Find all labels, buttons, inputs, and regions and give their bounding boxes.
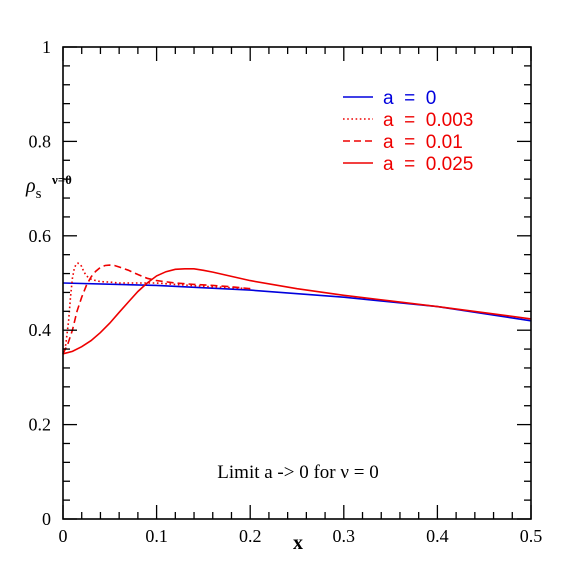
- tick-labels: 0 0.1 0.2 0.3 0.4 0.5 0 0.2 0.4 0.6 0.8 1: [29, 37, 543, 546]
- x-tick-label: 0: [59, 526, 68, 546]
- x-tick-label: 0.4: [426, 526, 449, 546]
- plot-frame: [62, 46, 532, 520]
- y-tick-label: 0: [42, 509, 51, 529]
- legend-label-2: a = 0.01: [383, 132, 463, 153]
- svg-text:ρs: ρs: [25, 175, 42, 202]
- y-tick-label: 0.6: [29, 226, 52, 246]
- y-axis-title-sup: ν=0: [51, 172, 72, 187]
- x-tick-label: 0.3: [333, 526, 356, 546]
- y-axis-title-sub: s: [36, 186, 42, 202]
- legend-label-3: a = 0.025: [383, 154, 473, 175]
- axis-ticks: [62, 46, 532, 520]
- x-tick-label: 0.1: [145, 526, 168, 546]
- y-axis-title-base: ρ: [25, 175, 36, 197]
- y-axis-title: ρs ν=0: [25, 172, 72, 202]
- x-tick-label: 0.2: [239, 526, 262, 546]
- chart-marks: [62, 262, 532, 355]
- y-tick-label: 0.2: [29, 415, 52, 435]
- x-axis-title: x: [293, 532, 303, 554]
- y-tick-label: 0.4: [29, 320, 52, 340]
- y-tick-label: 0.8: [29, 131, 52, 151]
- legend-label-1: a = 0.003: [383, 110, 473, 131]
- legend-label-0: a = 0: [383, 88, 436, 109]
- chart-annotation: Limit a -> 0 for ν = 0: [217, 462, 378, 483]
- series-line-3: [62, 268, 532, 355]
- x-tick-label: 0.5: [520, 526, 543, 546]
- y-tick-label: 1: [42, 37, 51, 57]
